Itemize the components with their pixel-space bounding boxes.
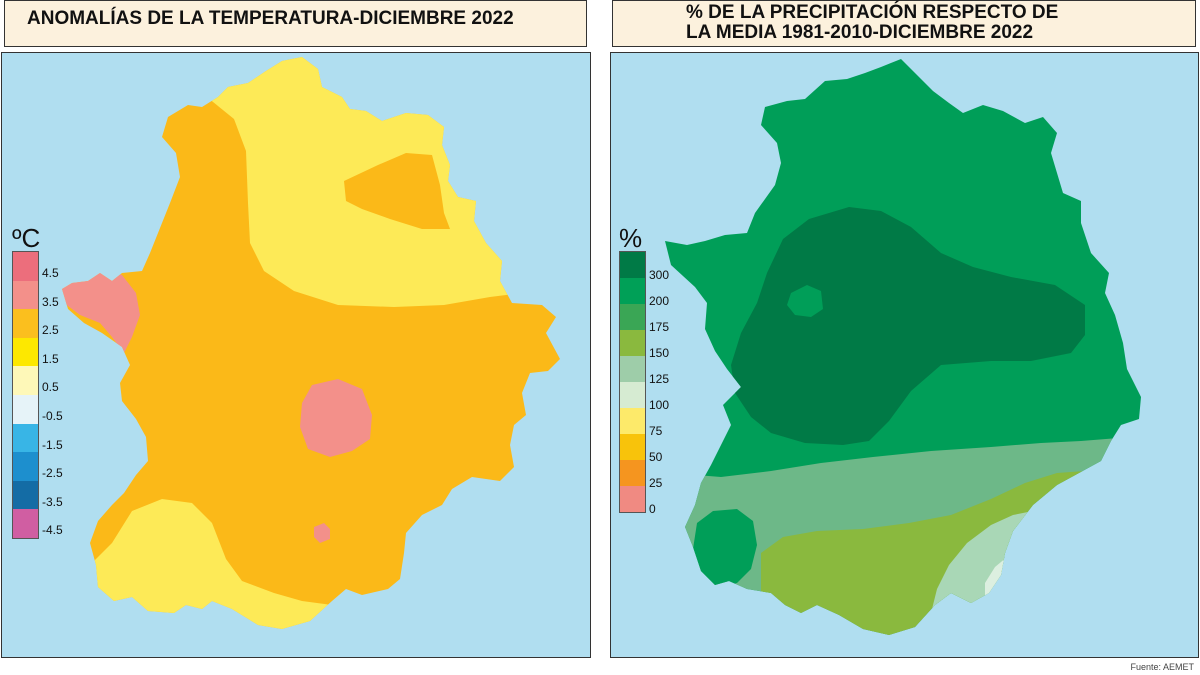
temperature-legend-colorbar [12, 251, 39, 539]
zone-southwest-wet [693, 509, 757, 589]
precipitation-legend-swatch-0 [620, 252, 645, 278]
precipitation-legend-label-8: 25 [649, 476, 663, 490]
precipitation-legend-colorbar [619, 251, 646, 513]
temperature-legend-swatch-8 [13, 480, 38, 510]
zone-south-warm-spot [314, 523, 330, 543]
zone-center-warmest [300, 379, 372, 457]
precipitation-title-line-2: LA MEDIA 1981-2010-DICIEMBRE 2022 [686, 22, 1034, 43]
precipitation-legend-unit: % [619, 223, 643, 253]
precipitation-percentage-map: % 300 200 175 150 125 100 75 50 25 0 [610, 52, 1199, 658]
precipitation-legend-swatch-7 [620, 434, 645, 460]
precipitation-legend-swatch-2 [620, 304, 645, 330]
temperature-legend-swatch-3 [13, 337, 38, 367]
precipitation-legend-swatch-5 [620, 382, 645, 408]
precipitation-legend-label-9: 0 [649, 502, 656, 516]
temperature-legend-label-2: 2.5 [42, 323, 59, 338]
temperature-legend-swatch-0 [13, 252, 38, 281]
temperature-map-svg [2, 53, 590, 657]
precipitation-map-svg [611, 53, 1198, 657]
temperature-legend-swatch-7 [13, 452, 38, 481]
temperature-legend-swatch-6 [13, 423, 38, 453]
temperature-legend-swatch-1 [13, 280, 38, 310]
temperature-legend-unit: ºC [12, 223, 41, 253]
precipitation-title-line-1: % DE LA PRECIPITACIÓN RESPECTO DE [686, 2, 1059, 23]
temperature-legend-label-8: -3.5 [42, 494, 63, 509]
temperature-map-title: ANOMALÍAS DE LA TEMPERATURA-DICIEMBRE 20… [4, 0, 587, 47]
precipitation-legend-label-0: 300 [649, 268, 670, 282]
zone-northeast-warm-pocket [344, 153, 450, 229]
source-credit: Fuente: AEMET [1130, 662, 1194, 672]
precipitation-legend-label-7: 50 [649, 450, 663, 464]
precipitation-legend-label-4: 125 [649, 372, 670, 386]
zone-wet-spot [787, 285, 823, 317]
temperature-legend-swatch-5 [13, 394, 38, 424]
precipitation-legend-label-5: 100 [649, 398, 670, 412]
temperature-legend-swatch-2 [13, 309, 38, 338]
zone-wettest-central [731, 207, 1085, 445]
precipitation-legend-swatch-8 [620, 460, 645, 486]
precipitation-legend-swatch-1 [620, 278, 645, 304]
temperature-legend-swatch-9 [13, 509, 38, 538]
temperature-anomaly-map: ºC 4.5 3.5 2.5 1.5 0.5 -0.5 -1.5 -2.5 -3.5 -4.5 [1, 52, 591, 658]
precipitation-legend-swatch-3 [620, 330, 645, 356]
temperature-legend-label-4: 0.5 [42, 380, 59, 395]
temperature-legend-label-3: 1.5 [42, 351, 59, 366]
temperature-legend-label-0: 4.5 [42, 266, 59, 280]
temperature-legend-label-1: 3.5 [42, 294, 59, 309]
precipitation-legend-label-3: 150 [649, 346, 670, 360]
temperature-legend-label-9: -4.5 [42, 523, 63, 538]
temperature-legend-label-6: -1.5 [42, 437, 63, 452]
temperature-legend-label-5: -0.5 [42, 409, 63, 423]
temperature-legend-label-7: -2.5 [42, 466, 63, 481]
precipitation-legend-label-6: 75 [649, 424, 663, 438]
precipitation-map-title: % DE LA PRECIPITACIÓN RESPECTO DE LA MED… [612, 0, 1196, 47]
precipitation-legend-label-2: 175 [649, 320, 670, 334]
precipitation-legend-swatch-6 [620, 408, 645, 434]
precipitation-legend-swatch-4 [620, 356, 645, 382]
zone-west-warmest [62, 259, 140, 353]
temperature-legend-swatch-4 [13, 366, 38, 395]
precipitation-legend-label-1: 200 [649, 294, 670, 308]
precipitation-legend-swatch-9 [620, 486, 645, 512]
